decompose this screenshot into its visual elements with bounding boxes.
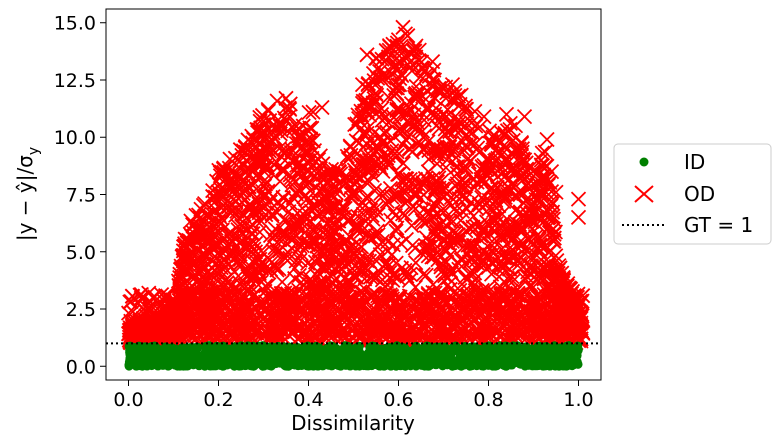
id-point bbox=[221, 359, 231, 369]
x-axis-label: Dissimilarity bbox=[291, 411, 415, 435]
y-axis-label-subscript: y bbox=[26, 147, 42, 155]
y-axis-label: |y − ŷ|/σy bbox=[13, 147, 42, 241]
y-tick-label: 5.0 bbox=[66, 242, 96, 264]
id-point bbox=[265, 353, 275, 363]
y-axis-label-main: |y − ŷ|/σ bbox=[13, 155, 37, 241]
id-point bbox=[202, 349, 212, 359]
id-point bbox=[309, 360, 319, 370]
od-point bbox=[285, 190, 301, 206]
x-tick-label: 0.2 bbox=[203, 389, 233, 411]
id-point bbox=[234, 359, 244, 369]
id-point bbox=[290, 343, 300, 353]
x-axis: 0.0 0.2 0.4 0.6 0.8 1.0 bbox=[113, 380, 594, 411]
y-tick-label: 0.0 bbox=[66, 356, 96, 378]
od-point bbox=[537, 144, 553, 160]
id-point bbox=[568, 344, 578, 354]
id-point bbox=[444, 357, 454, 367]
x-tick-label: 0.8 bbox=[473, 389, 503, 411]
id-point bbox=[408, 360, 418, 370]
od-point bbox=[419, 101, 435, 118]
id-point bbox=[168, 348, 178, 358]
id-point bbox=[480, 348, 490, 358]
od-point bbox=[278, 90, 294, 106]
id-point bbox=[515, 358, 525, 368]
y-axis: 0.0 2.5 5.0 7.5 10.0 12.5 15.0 bbox=[54, 13, 106, 378]
id-point bbox=[349, 346, 359, 356]
od-point bbox=[398, 231, 415, 248]
x-tick-label: 0.6 bbox=[383, 389, 413, 411]
y-tick-label: 2.5 bbox=[66, 299, 96, 321]
id-point bbox=[507, 360, 517, 370]
legend-label-id: ID bbox=[684, 150, 705, 174]
od-point bbox=[516, 108, 533, 125]
id-point bbox=[537, 344, 547, 354]
id-point bbox=[189, 346, 199, 356]
id-point bbox=[373, 348, 383, 358]
id-point bbox=[423, 349, 433, 359]
id-point bbox=[378, 356, 388, 366]
id-point bbox=[294, 358, 304, 368]
od-point bbox=[545, 211, 562, 227]
id-point bbox=[246, 361, 256, 371]
legend: ID OD GT = 1 bbox=[613, 143, 772, 245]
id-point bbox=[366, 343, 376, 353]
id-point bbox=[197, 359, 207, 369]
id-point bbox=[513, 348, 523, 358]
legend-label-od: OD bbox=[684, 182, 715, 206]
id-point bbox=[142, 350, 152, 360]
od-point bbox=[317, 257, 334, 273]
id-point bbox=[394, 360, 404, 370]
id-point bbox=[158, 345, 168, 355]
id-point bbox=[488, 357, 498, 367]
x-tick-label: 0.4 bbox=[293, 389, 323, 411]
legend-marker-id bbox=[639, 157, 649, 167]
id-point bbox=[469, 354, 479, 364]
id-point bbox=[314, 344, 324, 354]
od-point bbox=[407, 201, 423, 217]
id-point bbox=[212, 358, 222, 368]
x-tick-label: 0.0 bbox=[113, 389, 143, 411]
id-point bbox=[558, 348, 568, 358]
od-point bbox=[468, 135, 484, 151]
od-point bbox=[570, 191, 587, 207]
od-point bbox=[450, 88, 467, 104]
od-point bbox=[570, 209, 587, 226]
id-point bbox=[228, 349, 238, 359]
od-point bbox=[382, 180, 399, 197]
id-point bbox=[408, 352, 418, 362]
id-point bbox=[179, 353, 189, 363]
plot-points bbox=[120, 19, 591, 371]
od-point bbox=[539, 131, 555, 148]
id-point bbox=[550, 348, 560, 358]
y-tick-label: 7.5 bbox=[66, 185, 96, 207]
id-point bbox=[142, 360, 152, 370]
id-point bbox=[127, 353, 137, 363]
id-point bbox=[278, 350, 288, 360]
id-point bbox=[304, 351, 314, 361]
id-point bbox=[539, 361, 549, 371]
legend-label-gt: GT = 1 bbox=[684, 213, 753, 237]
id-point bbox=[570, 357, 580, 367]
id-point bbox=[424, 359, 434, 369]
id-point bbox=[216, 348, 226, 358]
y-tick-label: 12.5 bbox=[54, 70, 96, 92]
id-point bbox=[327, 352, 337, 362]
id-point bbox=[435, 356, 445, 366]
od-point bbox=[376, 70, 392, 86]
id-point bbox=[363, 361, 373, 371]
x-tick-label: 1.0 bbox=[563, 389, 593, 411]
id-point bbox=[251, 352, 261, 362]
y-tick-label: 15.0 bbox=[54, 13, 96, 35]
od-point bbox=[389, 220, 405, 236]
id-point bbox=[240, 346, 250, 356]
id-point bbox=[458, 349, 468, 359]
id-point bbox=[527, 354, 537, 364]
y-tick-label: 10.0 bbox=[54, 127, 96, 149]
